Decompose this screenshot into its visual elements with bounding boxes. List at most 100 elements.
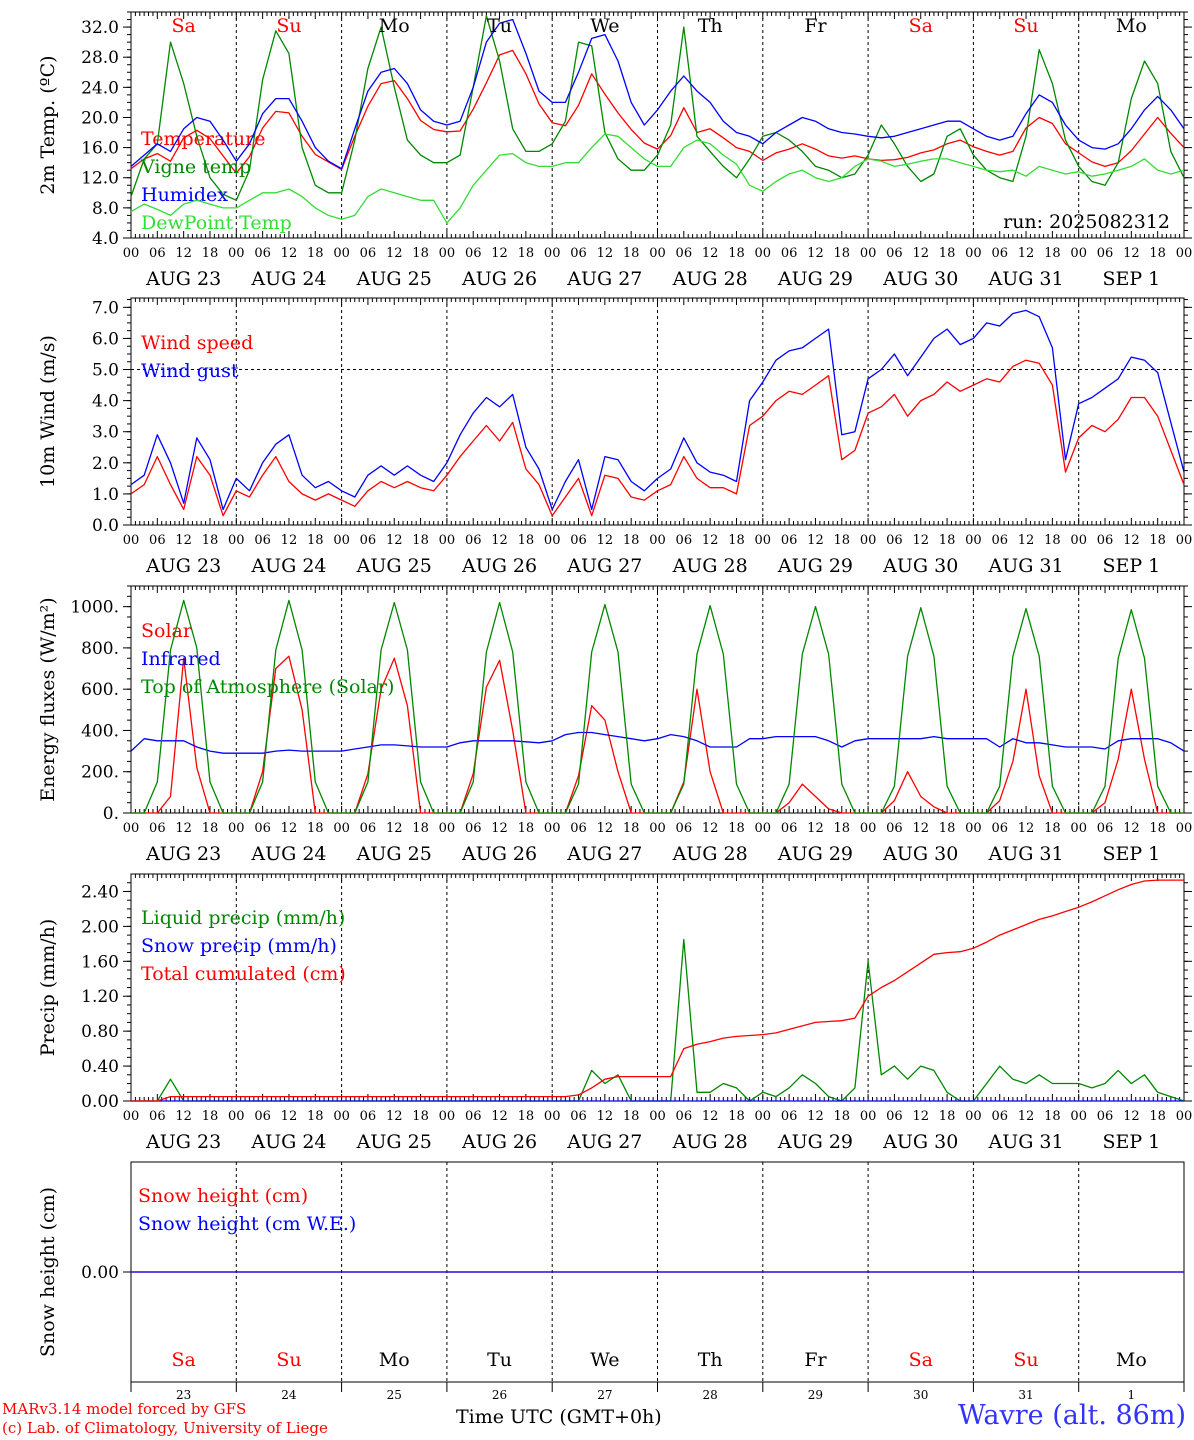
date-label: AUG 26 (461, 1131, 537, 1153)
hour-tick-label: 06 (781, 246, 798, 261)
day-number-label: 30 (913, 1388, 928, 1402)
weekday-label: Su (276, 15, 301, 37)
hour-tick-label: 00 (965, 821, 982, 836)
hour-tick-label: 00 (755, 246, 772, 261)
date-label: AUG 28 (672, 843, 748, 865)
y-tick-label: 32.0 (81, 18, 119, 38)
date-label: AUG 30 (882, 268, 958, 290)
hour-tick-label: 06 (991, 1109, 1008, 1124)
hour-tick-label: 00 (228, 1109, 245, 1124)
hour-tick-label: 00 (439, 821, 456, 836)
y-tick-label: 0.00 (81, 1263, 119, 1283)
hour-tick-label: 12 (386, 1109, 403, 1124)
legend-entry: Snow height (cm) (138, 1185, 308, 1207)
weekday-label: We (590, 1349, 619, 1371)
y-tick-label: 2.00 (81, 917, 119, 937)
hour-tick-label: 00 (965, 246, 982, 261)
series-temp-1 (130, 15, 1185, 201)
weekday-label: Th (698, 15, 723, 37)
date-label: SEP 1 (1102, 555, 1160, 577)
hour-tick-label: 18 (728, 1109, 745, 1124)
hour-tick-label: 00 (333, 821, 350, 836)
hour-tick-label: 00 (1176, 533, 1193, 548)
weekday-label: Mo (1116, 1349, 1147, 1371)
hour-tick-label: 06 (781, 533, 798, 548)
y-tick-label: 0.00 (81, 1092, 119, 1112)
date-label: AUG 30 (882, 555, 958, 577)
weekday-label: Tu (487, 15, 512, 37)
weekday-label: Mo (379, 1349, 410, 1371)
hour-tick-label: 18 (1044, 1109, 1061, 1124)
hour-tick-label: 12 (281, 821, 298, 836)
date-label: AUG 27 (566, 555, 642, 577)
hour-tick-label: 00 (544, 821, 561, 836)
weekday-label: Sa (171, 15, 195, 37)
hour-tick-label: 12 (175, 246, 192, 261)
hour-tick-label: 18 (518, 1109, 535, 1124)
hour-tick-label: 12 (702, 533, 719, 548)
hour-tick-label: 18 (307, 246, 324, 261)
hour-tick-label: 12 (912, 1109, 929, 1124)
hour-tick-label: 06 (149, 533, 166, 548)
hour-tick-label: 06 (676, 1109, 693, 1124)
weekday-label: Fr (804, 1349, 827, 1371)
hour-tick-label: 18 (728, 533, 745, 548)
weekday-label: Sa (171, 1349, 195, 1371)
hour-tick-label: 18 (412, 533, 429, 548)
hour-tick-label: 12 (175, 533, 192, 548)
date-label: AUG 27 (566, 268, 642, 290)
hour-tick-label: 00 (1176, 1109, 1193, 1124)
hour-tick-label: 12 (281, 1109, 298, 1124)
hour-tick-label: 18 (939, 246, 956, 261)
hour-tick-label: 12 (1018, 246, 1035, 261)
hour-tick-label: 12 (386, 821, 403, 836)
y-tick-label: 600. (81, 680, 119, 700)
hour-tick-label: 12 (491, 821, 508, 836)
legend-entry: Wind gust (141, 360, 239, 382)
panel-wind: 00 06 12 18 00 06 12 18 00 06 12 18 00 06 12 18 00 06 12 18… (37, 297, 1193, 577)
hour-tick-label: 12 (807, 821, 824, 836)
hour-tick-label: 12 (912, 533, 929, 548)
hour-tick-label: 18 (1044, 821, 1061, 836)
hour-tick-label: 00 (649, 821, 666, 836)
y-tick-label: 7.0 (92, 298, 119, 318)
hour-tick-label: 18 (623, 533, 640, 548)
hour-tick-label: 00 (123, 246, 140, 261)
date-label: AUG 23 (145, 843, 221, 865)
hour-tick-label: 18 (1149, 821, 1166, 836)
date-label: AUG 24 (250, 555, 326, 577)
y-tick-label: 4.0 (92, 229, 119, 249)
hour-tick-label: 00 (544, 1109, 561, 1124)
date-label: AUG 31 (987, 555, 1063, 577)
hour-tick-label: 06 (676, 246, 693, 261)
hour-tick-label: 18 (202, 821, 219, 836)
hour-tick-label: 00 (965, 533, 982, 548)
lab-credit: (c) Lab. of Climatology, University of L… (2, 1419, 328, 1437)
day-number-label: 25 (387, 1388, 402, 1402)
legend-entry: Top of Atmosphere (Solar) (141, 676, 394, 698)
date-label: SEP 1 (1102, 268, 1160, 290)
date-label: AUG 28 (672, 1131, 748, 1153)
y-tick-label: 0. (103, 804, 119, 824)
day-number-label: 31 (1018, 1388, 1033, 1402)
station-name: Wavre (alt. 86m) (958, 1400, 1186, 1431)
model-credit: MARv3.14 model forced by GFS (2, 1400, 247, 1418)
hour-tick-label: 12 (702, 246, 719, 261)
hour-tick-label: 18 (518, 533, 535, 548)
date-label: AUG 24 (250, 1131, 326, 1153)
date-label: SEP 1 (1102, 843, 1160, 865)
weekday-label: Sa (909, 15, 933, 37)
date-label: AUG 29 (777, 555, 853, 577)
hour-tick-label: 00 (439, 246, 456, 261)
y-axis-label: Energy fluxes (W/m²) (37, 597, 59, 801)
hour-tick-label: 06 (781, 821, 798, 836)
legend-entry: Solar (141, 620, 193, 642)
hour-tick-label: 06 (1097, 1109, 1114, 1124)
hour-tick-label: 00 (123, 821, 140, 836)
hour-tick-label: 12 (807, 1109, 824, 1124)
hour-tick-label: 12 (912, 821, 929, 836)
hour-tick-label: 12 (175, 1109, 192, 1124)
weekday-label: Su (1013, 1349, 1038, 1371)
hour-tick-label: 06 (360, 533, 377, 548)
